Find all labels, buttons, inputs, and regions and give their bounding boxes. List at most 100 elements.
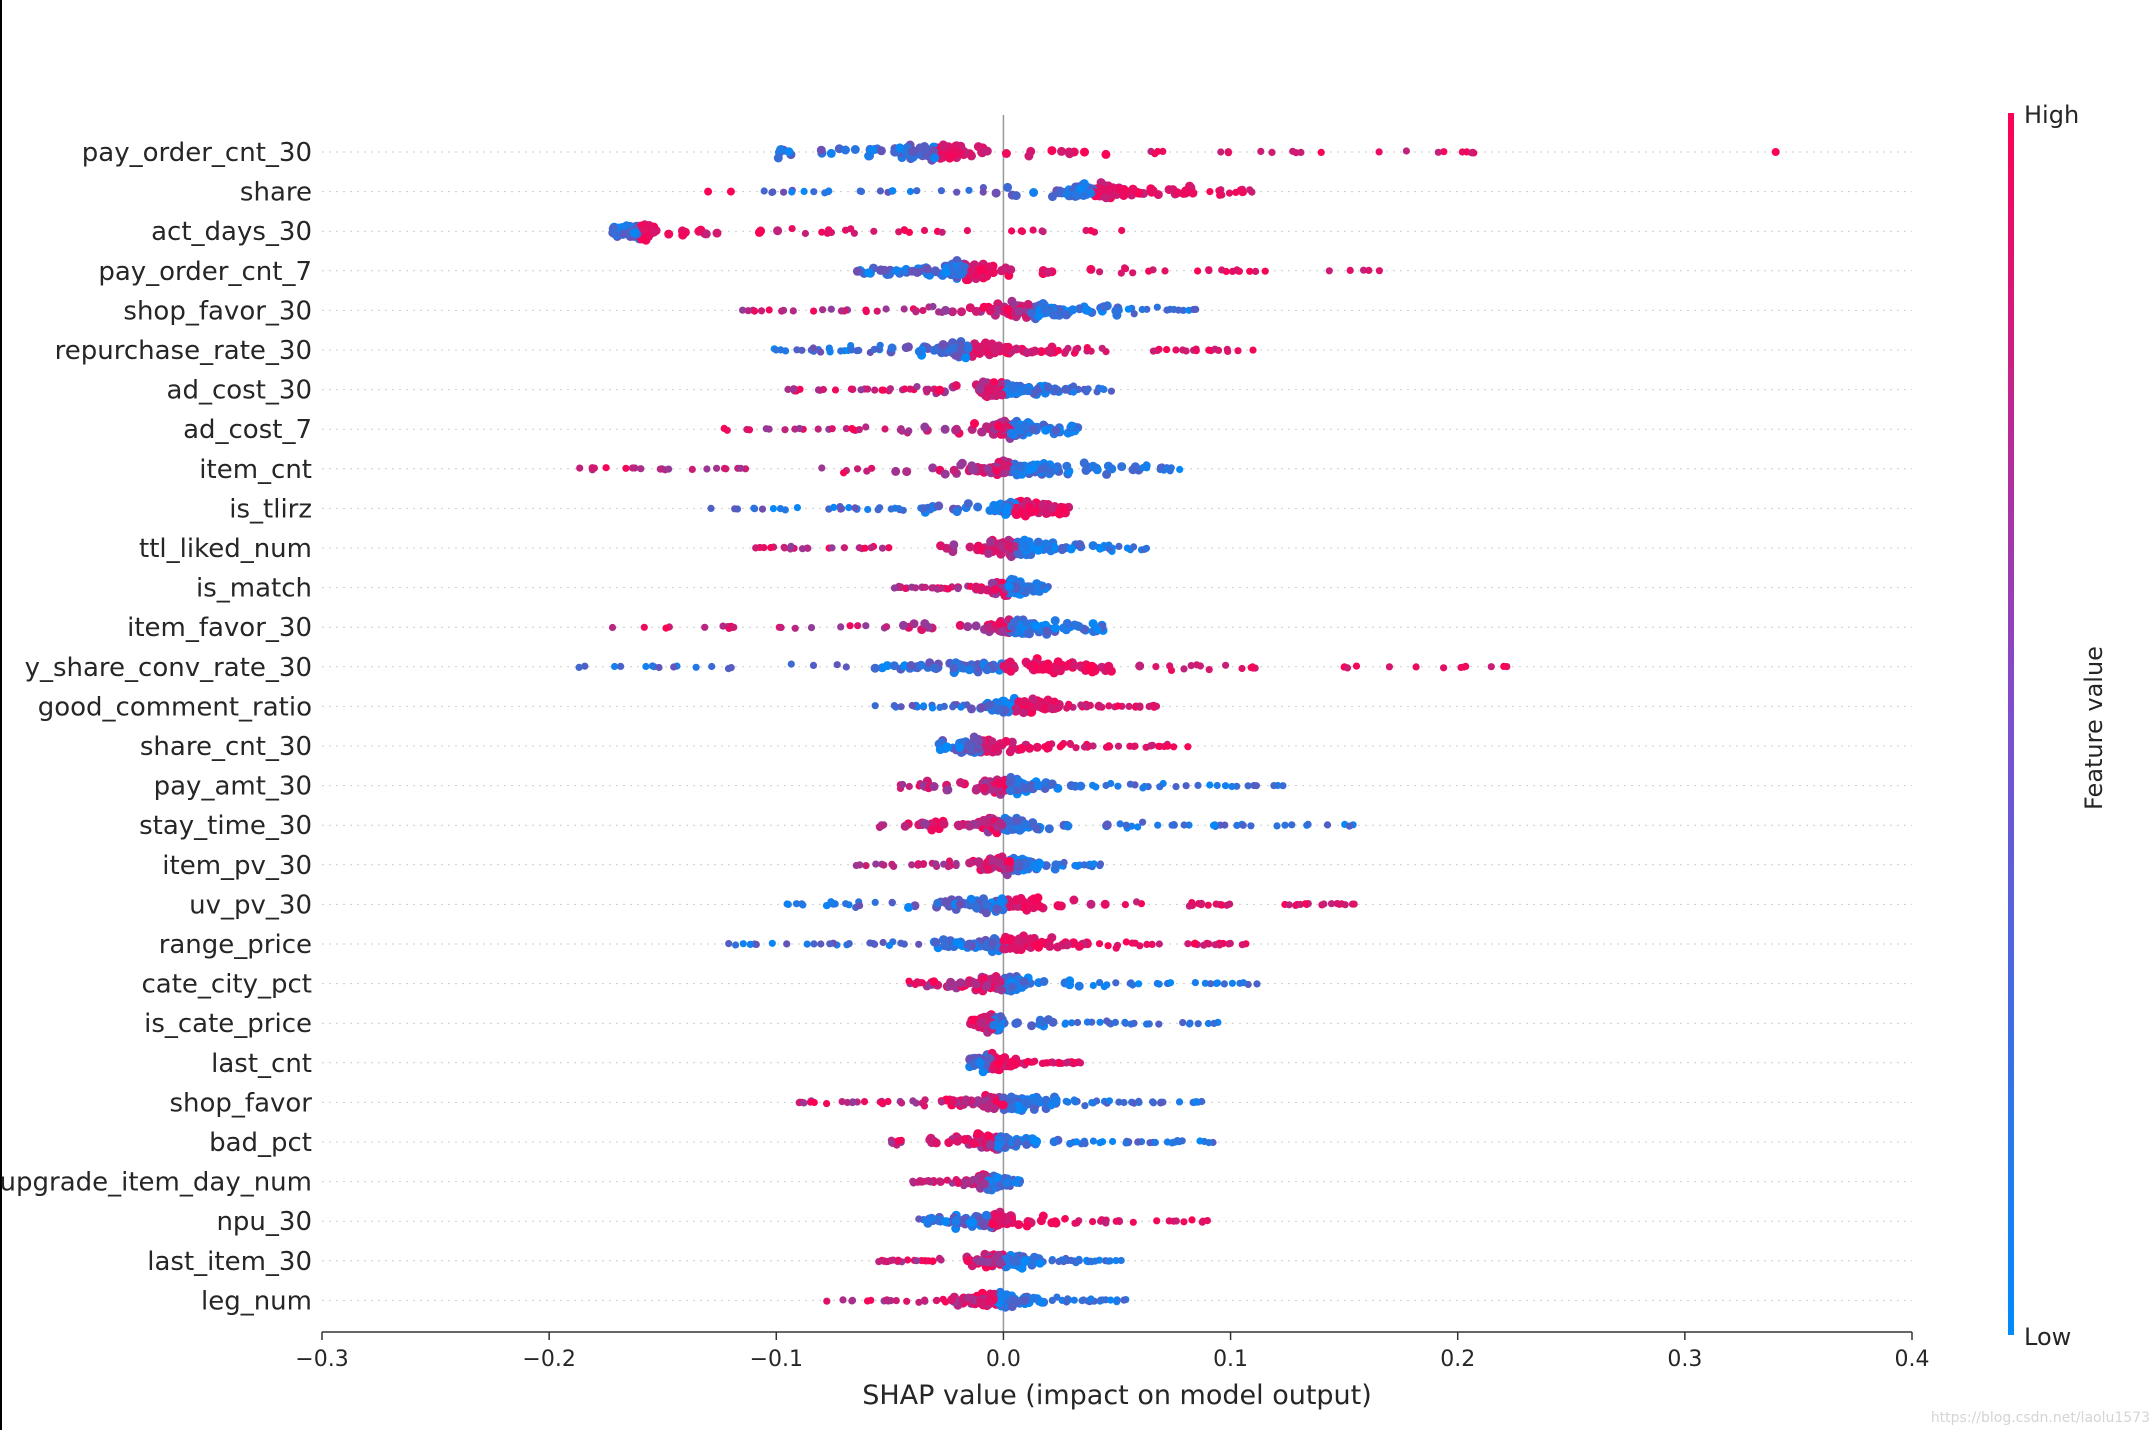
shap-point — [830, 503, 838, 511]
shap-point — [1236, 979, 1244, 987]
shap-point — [916, 979, 924, 987]
shap-point — [955, 899, 965, 909]
shap-point — [1005, 1061, 1015, 1071]
shap-point — [1003, 182, 1013, 192]
shap-point — [1072, 744, 1080, 752]
shap-point — [905, 782, 913, 791]
shap-point — [885, 941, 894, 950]
shap-point — [642, 662, 650, 671]
shap-point — [648, 662, 657, 670]
shap-point — [984, 386, 994, 396]
shap-point — [921, 583, 929, 591]
shap-point — [1019, 977, 1029, 987]
shap-point — [965, 821, 974, 831]
shap-point — [1180, 821, 1188, 829]
shap-point — [1047, 779, 1057, 789]
shap-point — [1053, 657, 1063, 667]
shap-point — [1025, 661, 1035, 671]
shap-point — [887, 343, 897, 353]
shap-point — [1375, 267, 1383, 275]
shap-point — [1238, 664, 1246, 673]
shap-point — [1003, 541, 1013, 551]
shap-point — [978, 377, 988, 387]
shap-point — [1440, 664, 1448, 672]
shap-point — [1029, 188, 1039, 197]
shap-point — [920, 619, 930, 629]
shap-point — [965, 858, 975, 868]
shap-point — [788, 225, 796, 233]
shap-point — [854, 622, 862, 630]
shap-point — [1022, 1221, 1032, 1231]
shap-point — [1007, 1104, 1017, 1114]
shap-point — [819, 385, 828, 394]
shap-point — [882, 623, 891, 631]
shap-point — [1172, 783, 1180, 791]
shap-point — [942, 742, 952, 752]
shap-point — [1270, 782, 1278, 790]
shap-point — [1056, 743, 1064, 751]
shap-point — [1214, 979, 1222, 987]
shap-point — [983, 864, 993, 874]
shap-point — [1149, 347, 1157, 355]
shap-point — [907, 266, 917, 276]
shap-point — [928, 463, 938, 473]
shap-point — [928, 704, 937, 712]
shap-point — [1050, 1059, 1058, 1067]
shap-point — [1047, 704, 1057, 714]
shap-point — [678, 230, 688, 240]
shap-point — [1001, 507, 1011, 517]
shap-point — [827, 305, 835, 313]
shap-point — [1033, 537, 1043, 547]
shap-point — [985, 305, 995, 315]
shap-point — [1013, 1179, 1021, 1187]
shap-point — [617, 662, 625, 671]
shap-point — [1220, 980, 1228, 988]
shap-point — [1281, 821, 1289, 829]
shap-point — [1024, 628, 1033, 637]
shap-point — [1086, 860, 1094, 868]
shap-point — [1412, 663, 1420, 671]
shap-point — [1192, 345, 1200, 353]
shap-point — [895, 143, 905, 153]
shap-point — [825, 345, 833, 353]
shap-point — [788, 188, 796, 196]
shap-point — [1086, 188, 1096, 198]
shap-point — [1026, 934, 1036, 944]
shap-point — [631, 464, 639, 472]
shap-point — [727, 664, 735, 672]
shap-point — [988, 1219, 998, 1229]
shap-point — [939, 819, 949, 829]
shap-point — [1105, 1097, 1113, 1105]
shap-point — [1080, 147, 1089, 157]
shap-point — [1048, 1257, 1056, 1265]
shap-point — [866, 939, 874, 947]
shap-point — [1175, 1098, 1184, 1106]
shap-point — [901, 226, 909, 235]
shap-point — [1233, 266, 1241, 274]
shap-point — [694, 226, 704, 236]
shap-point — [1115, 542, 1123, 551]
shap-point — [1089, 781, 1097, 789]
shap-point — [843, 1098, 852, 1107]
shap-point — [992, 466, 1002, 476]
shap-point — [1088, 541, 1098, 551]
shap-point — [938, 935, 948, 945]
shap-point — [982, 665, 992, 675]
shap-point — [1039, 977, 1049, 986]
shap-point — [952, 424, 961, 434]
shap-point — [888, 1139, 896, 1147]
shap-point — [857, 187, 866, 196]
shap-point — [1017, 507, 1027, 517]
shap-point — [913, 187, 921, 195]
shap-point — [864, 268, 874, 278]
shap-point — [1065, 700, 1073, 708]
shap-point — [1062, 618, 1072, 628]
shap-point — [1070, 620, 1080, 630]
shap-point — [936, 541, 946, 551]
shap-point — [1149, 266, 1157, 274]
shap-point — [1120, 1098, 1128, 1107]
shap-point — [1039, 583, 1047, 591]
shap-point — [1458, 148, 1466, 156]
shap-point — [1038, 499, 1048, 509]
shap-point — [754, 227, 764, 237]
